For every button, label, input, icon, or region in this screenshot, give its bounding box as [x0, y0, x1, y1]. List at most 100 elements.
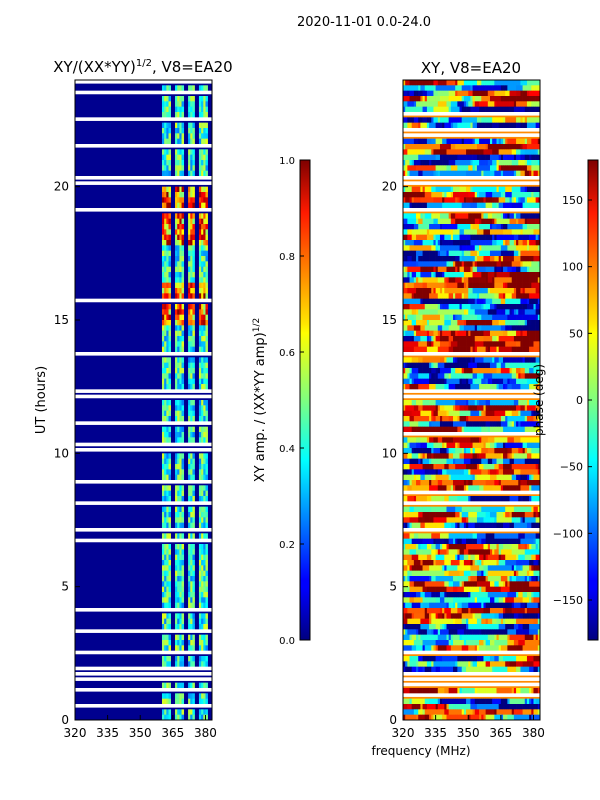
heatmap-cell: [188, 709, 191, 715]
heatmap-cell: [188, 341, 191, 347]
heatmap-cell: [500, 154, 504, 161]
heatmap-cell: [168, 213, 171, 219]
heatmap-cell: [507, 165, 510, 171]
y-tick-label: 20: [54, 180, 69, 194]
heatmap-cell: [522, 362, 526, 369]
heatmap-cell: [166, 624, 169, 630]
heatmap-cell: [418, 368, 421, 374]
heatmap-cell: [439, 378, 443, 385]
heatmap-cell: [498, 368, 502, 374]
heatmap-cell: [479, 96, 482, 102]
heatmap-cell: [520, 362, 523, 369]
flagged-row: [75, 389, 212, 393]
heatmap-cell: [205, 405, 208, 411]
heatmap-cell: [411, 378, 415, 385]
heatmap-cell: [466, 400, 469, 406]
heatmap-cell: [409, 165, 412, 171]
heatmap-cell: [175, 576, 178, 582]
heatmap-cell: [198, 544, 202, 550]
heatmap-cell: [203, 586, 206, 593]
heatmap-cell: [175, 416, 178, 422]
heatmap-cell: [198, 320, 202, 326]
heatmap-cell: [522, 330, 526, 337]
heatmap-cell: [537, 282, 540, 289]
heatmap-cell: [446, 160, 449, 166]
heatmap-cell: [190, 624, 193, 630]
heatmap-cell: [442, 362, 445, 369]
heatmap-cell: [535, 138, 539, 145]
heatmap-cell: [487, 304, 491, 310]
heatmap-cell: [444, 202, 447, 209]
heatmap-cell: [431, 117, 434, 123]
heatmap-cell: [457, 304, 460, 310]
heatmap-cell: [494, 320, 497, 326]
heatmap-cell: [418, 277, 421, 283]
heatmap-cell: [446, 416, 449, 422]
heatmap-cell: [446, 293, 449, 299]
heatmap-cell: [426, 405, 430, 411]
heatmap-cell: [405, 272, 408, 278]
heatmap-cell: [500, 240, 504, 246]
heatmap-cell: [420, 170, 423, 177]
heatmap-cell: [168, 197, 171, 203]
heatmap-cell: [205, 202, 208, 209]
heatmap-cell: [537, 197, 540, 203]
heatmap-cell: [483, 106, 486, 113]
heatmap-cell: [494, 101, 497, 107]
heatmap-cell: [479, 144, 482, 150]
heatmap-cell: [479, 229, 482, 235]
heatmap-cell: [489, 186, 493, 193]
heatmap-cell: [192, 592, 195, 598]
heatmap-cell: [205, 384, 208, 390]
heatmap-cell: [492, 90, 495, 97]
heatmap-cell: [481, 144, 484, 150]
heatmap-cell: [166, 410, 169, 417]
heatmap-cell: [476, 240, 480, 246]
heatmap-cell: [175, 602, 178, 609]
heatmap-cell: [411, 416, 415, 422]
heatmap-cell: [524, 266, 528, 273]
heatmap-cell: [188, 554, 191, 561]
heatmap-cell: [431, 224, 434, 230]
heatmap-cell: [485, 96, 489, 102]
heatmap-cell: [444, 256, 447, 262]
heatmap-cell: [161, 325, 165, 331]
heatmap-cell: [179, 586, 182, 593]
heatmap-cell: [166, 432, 169, 438]
heatmap-cell: [457, 234, 460, 241]
heatmap-cell: [161, 160, 165, 166]
heatmap-cell: [476, 368, 480, 374]
heatmap-cell: [453, 261, 456, 267]
heatmap-cell: [483, 240, 486, 246]
heatmap-cell: [522, 213, 526, 219]
heatmap-cell: [468, 384, 471, 390]
heatmap-cell: [453, 272, 456, 278]
heatmap-cell: [203, 613, 206, 619]
heatmap-cell: [166, 309, 169, 315]
heatmap-cell: [537, 106, 540, 113]
heatmap-cell: [457, 362, 460, 369]
heatmap-cell: [466, 405, 469, 411]
heatmap-cell: [198, 362, 202, 369]
heatmap-cell: [481, 357, 484, 363]
heatmap-cell: [205, 133, 208, 139]
heatmap-cell: [161, 250, 165, 257]
heatmap-cell: [426, 96, 430, 102]
heatmap-cell: [175, 362, 178, 369]
heatmap-cell: [424, 229, 428, 235]
heatmap-cell: [181, 597, 185, 603]
heatmap-cell: [483, 85, 486, 91]
heatmap-cell: [429, 218, 432, 225]
heatmap-cell: [505, 320, 508, 326]
heatmap-cell: [457, 197, 460, 203]
heatmap-cell: [518, 261, 521, 267]
heatmap-cell: [181, 458, 185, 465]
heatmap-cell: [529, 240, 532, 246]
heatmap-cell: [407, 245, 410, 251]
heatmap-cell: [474, 144, 478, 150]
heatmap-cell: [483, 229, 486, 235]
heatmap-cell: [166, 192, 169, 198]
heatmap-cell: [505, 416, 508, 422]
heatmap-cell: [190, 122, 193, 129]
heatmap-cell: [489, 122, 493, 129]
